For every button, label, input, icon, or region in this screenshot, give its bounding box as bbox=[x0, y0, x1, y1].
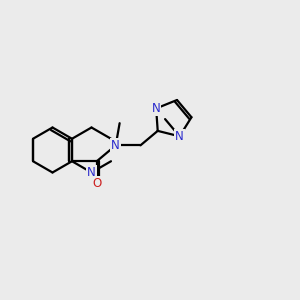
Text: O: O bbox=[92, 177, 101, 190]
Text: N: N bbox=[87, 166, 96, 179]
Text: N: N bbox=[152, 102, 161, 115]
Text: N: N bbox=[111, 139, 120, 152]
Text: N: N bbox=[175, 130, 184, 143]
